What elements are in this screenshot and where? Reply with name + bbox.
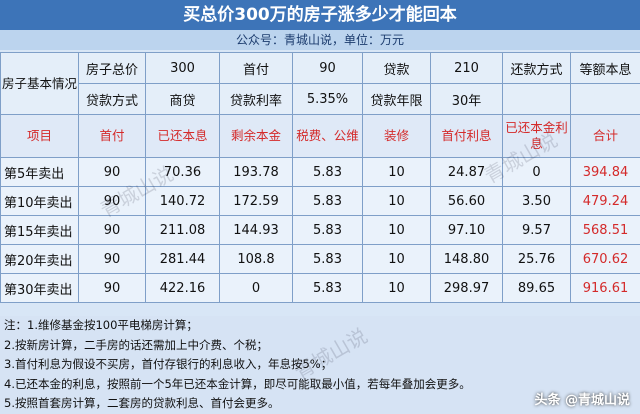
table-cell: 56.60 [430,186,503,216]
table-cell: 10 [362,186,431,216]
table-cell: 97.10 [430,215,503,245]
table-cell: 144.93 [219,215,293,245]
note-line: 注：1.维修基金按100平电梯房计算； [4,318,198,332]
header-cell: 合计 [570,114,640,158]
table-cell: 3.50 [502,186,571,216]
info-cell: 还款方式 [502,52,571,84]
table-cell: 90 [78,186,146,216]
info-cell: 贷款年限 [362,83,431,115]
row-label: 第30年卖出 [0,273,79,303]
notes: 注：1.维修基金按100平电梯房计算； 2.按新房计算，二手房的话还需加上中介费… [0,316,640,414]
info-cell: 300 [145,52,220,84]
info-cell: 30年 [430,83,503,115]
info-label: 房子基本情况 [0,52,79,115]
table-cell: 211.08 [145,215,220,245]
total-cell: 916.61 [570,273,640,303]
info-cell: 贷款利率 [219,83,293,115]
table-cell: 193.78 [219,157,293,187]
info-cell: 90 [292,52,363,84]
info-cell-empty [570,83,640,115]
table-cell: 422.16 [145,273,220,303]
info-cell: 贷款 [362,52,431,84]
header-cell: 已还本息 [145,114,220,158]
row-label: 第15年卖出 [0,215,79,245]
table-row: 第20年卖出 90 281.44 108.8 5.83 10 148.80 25… [0,244,640,274]
cost-table: 房子基本情况 房子总价 300 首付 90 贷款 210 还款方式 等额本息 贷… [0,52,640,303]
table-cell: 10 [362,244,431,274]
info-cell-empty [502,83,571,115]
header-cell: 已还本金利息 [502,114,571,158]
info-row-1: 房子基本情况 房子总价 300 首付 90 贷款 210 还款方式 等额本息 [0,52,640,115]
note-line: 2.按新房计算，二手房的话还需加上中介费、个税； [4,337,268,352]
note-line: 4.已还本金的利息，按照前一个5年已还本金计算，即尽可能取最小值，若每年叠加会更… [4,376,471,391]
note-line: 5.按照首套房计算，二套房的贷款利息、首付会更多。 [4,396,280,411]
table-row: 第10年卖出 90 140.72 172.59 5.83 10 56.60 3.… [0,186,640,216]
table-row: 第15年卖出 90 211.08 144.93 5.83 10 97.10 9.… [0,215,640,245]
table-cell: 148.80 [430,244,503,274]
table-cell: 281.44 [145,244,220,274]
table-cell: 140.72 [145,186,220,216]
table-cell: 70.36 [145,157,220,187]
table-cell: 5.83 [292,273,363,303]
table-cell: 90 [78,273,146,303]
header-cell: 装修 [362,114,431,158]
header-cell: 剩余本金 [219,114,293,158]
total-cell: 479.24 [570,186,640,216]
table-cell: 5.83 [292,186,363,216]
row-label: 第10年卖出 [0,186,79,216]
table-cell: 89.65 [502,273,571,303]
page-title: 买总价300万的房子涨多少才能回本 [0,0,640,30]
table-cell: 9.57 [502,215,571,245]
info-cell: 商贷 [145,83,220,115]
table-cell: 25.76 [502,244,571,274]
table-cell: 0 [219,273,293,303]
table-cell: 5.83 [292,244,363,274]
info-cell: 房子总价 [78,52,146,84]
table-cell: 90 [78,215,146,245]
table-cell: 108.8 [219,244,293,274]
info-row-2: 贷款方式 商贷 贷款利率 5.35% 贷款年限 30年 [1,83,640,115]
row-label: 第20年卖出 [0,244,79,274]
table-cell: 172.59 [219,186,293,216]
table-cell: 10 [362,215,431,245]
table-cell: 24.87 [430,157,503,187]
table-row: 第30年卖出 90 422.16 0 5.83 10 298.97 89.65 … [0,273,640,303]
total-cell: 670.62 [570,244,640,274]
credit: 头条 @青城山说 [534,393,630,408]
table-cell: 10 [362,273,431,303]
table-cell: 90 [78,157,146,187]
header-cell: 税费、公维 [292,114,363,158]
note-line: 3.首付利息为假设不买房，首付存银行的利息收入，年息按5%； [4,357,333,372]
table-cell: 5.83 [292,215,363,245]
row-label: 第5年卖出 [0,157,79,187]
info-cell: 210 [430,52,503,84]
total-cell: 568.51 [570,215,640,245]
total-cell: 394.84 [570,157,640,187]
info-cell: 5.35% [292,83,363,115]
header-cell: 首付利息 [430,114,503,158]
table-cell: 10 [362,157,431,187]
header-cell: 首付 [78,114,146,158]
table-cell: 0 [502,157,571,187]
header-row: 项目 首付 已还本息 剩余本金 税费、公维 装修 首付利息 已还本金利息 合计 [0,114,640,158]
table-cell: 298.97 [430,273,503,303]
table-row: 第5年卖出 90 70.36 193.78 5.83 10 24.87 0 39… [0,157,640,187]
info-cell: 等额本息 [570,52,640,84]
table-cell: 90 [78,244,146,274]
info-cell: 贷款方式 [78,83,146,115]
header-cell: 项目 [0,114,79,158]
info-cell: 首付 [219,52,293,84]
table-cell: 5.83 [292,157,363,187]
subtitle: 公众号：青城山说，单位：万元 [0,30,640,50]
